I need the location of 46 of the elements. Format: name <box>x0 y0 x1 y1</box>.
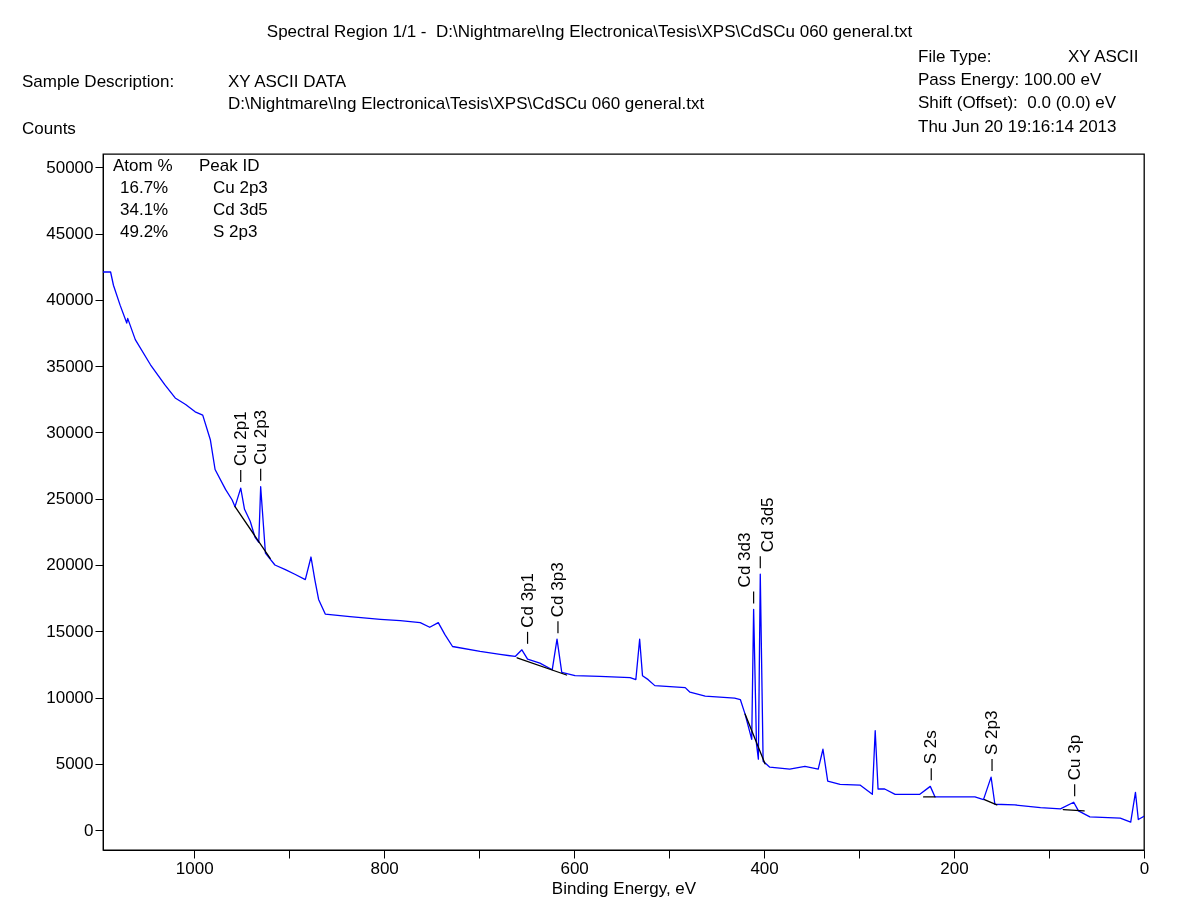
text: Pass Energy: 100.00 eV <box>918 70 1102 90</box>
y-tick-label: 40000 <box>46 290 94 310</box>
annotation: Cd 3d5 <box>213 200 268 219</box>
y-tick-label: 30000 <box>46 422 94 442</box>
y-tick-label: 10000 <box>46 688 94 708</box>
x-tick-label: 1000 <box>175 858 214 878</box>
annotation: Cu 2p3 <box>250 409 270 465</box>
y-tick-label: 0 <box>84 820 94 840</box>
y-tick-label: 25000 <box>46 489 94 509</box>
y-tick-label: 45000 <box>46 224 94 244</box>
annotation: 34.1% <box>120 200 169 219</box>
annotation: Cu 3p <box>1064 734 1084 781</box>
y-tick-label: 20000 <box>46 555 94 575</box>
annotation: Peak ID <box>199 156 260 175</box>
annotation: S 2s <box>921 730 941 765</box>
chart-title: Spectral Region 1/1 - D:\Nightmare\Ing Electronica\Tesis\XPS\CdSCu 060 general.txt <box>265 22 914 42</box>
text: XY ASCII DATA <box>228 72 347 92</box>
annotation: Atom % <box>113 156 173 175</box>
text: File Type: <box>918 47 992 67</box>
annotation: Cd 3p1 <box>517 572 537 628</box>
y-tick-label: 35000 <box>46 356 94 376</box>
text: XY ASCII <box>1068 47 1139 67</box>
annotation: Cu 2p3 <box>213 178 268 197</box>
text: Thu Jun 20 19:16:14 2013 <box>918 117 1117 137</box>
text: Sample Description: <box>22 72 175 92</box>
annotation: 49.2% <box>120 222 169 241</box>
y-tick-label: 50000 <box>46 157 94 177</box>
annotation: S 2p3 <box>213 222 258 241</box>
annotation: Cd 3d3 <box>734 532 754 588</box>
annotation: 16.7% <box>120 178 169 197</box>
x-tick-label: 0 <box>1139 858 1150 878</box>
annotation: Cd 3p3 <box>547 562 567 618</box>
x-axis-title: Binding Energy, eV <box>551 878 697 898</box>
text: Shift (Offset): 0.0 (0.0) eV <box>918 93 1117 113</box>
annotation: Cd 3d5 <box>758 497 778 553</box>
y-tick-label: 15000 <box>46 621 94 641</box>
annotation: Cu 2p1 <box>230 411 250 467</box>
y-tick-label: 5000 <box>55 754 94 774</box>
x-tick-label: 800 <box>370 858 399 878</box>
y-axis-title: Counts <box>22 119 76 139</box>
x-tick-label: 400 <box>750 858 779 878</box>
text: D:\Nightmare\Ing Electronica\Tesis\XPS\CdSCu 060 general.txt <box>228 94 705 114</box>
annotation: S 2p3 <box>982 710 1002 756</box>
x-tick-label: 600 <box>560 858 589 878</box>
line-series <box>103 271 1144 823</box>
x-tick-label: 200 <box>940 858 969 878</box>
